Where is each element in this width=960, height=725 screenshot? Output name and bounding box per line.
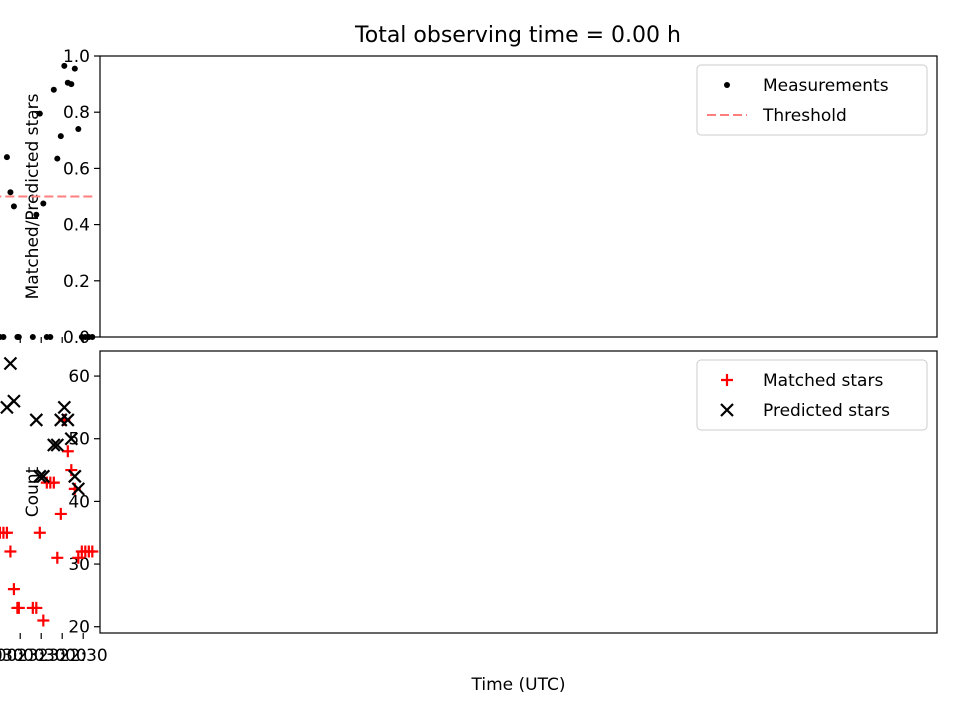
y-tick-label: 0.4 <box>63 216 90 236</box>
measurement-point <box>64 79 71 86</box>
matched-point <box>4 545 17 558</box>
measurement-point <box>40 200 47 207</box>
predicted-point <box>54 413 68 427</box>
predicted-point <box>33 469 47 484</box>
matched-point <box>26 601 39 614</box>
x-tick-label: 00:00 <box>0 646 45 666</box>
x-tick-label: 22:30 <box>59 646 108 666</box>
axes-frame <box>99 55 938 338</box>
measurement-point <box>61 62 68 69</box>
x-tick-label: 01:00 <box>0 646 3 666</box>
y-tick-label: 40 <box>68 492 90 512</box>
predicted-point <box>3 356 18 371</box>
legend-label: Measurements <box>763 76 889 96</box>
measurement-point <box>43 334 50 340</box>
matched-point <box>37 614 50 627</box>
y-tick-label: 0.2 <box>63 272 90 292</box>
measurement-point <box>0 334 3 340</box>
predicted-point <box>64 431 79 446</box>
y-tick-label: 0.6 <box>63 159 90 179</box>
measurement-point <box>57 133 64 140</box>
y-tick-label: 20 <box>68 618 90 638</box>
measurement-point <box>71 65 78 72</box>
legend-box <box>696 359 928 431</box>
matched-point <box>72 551 85 564</box>
predicted-point <box>71 482 86 496</box>
measurement-point <box>36 110 43 117</box>
legend-marker-matched <box>721 374 733 386</box>
y-tick-label: 30 <box>68 555 90 575</box>
matched-point <box>0 526 6 539</box>
axes-frame <box>99 350 938 634</box>
predicted-point <box>0 400 14 415</box>
matched-point <box>11 601 24 614</box>
measurement-point <box>33 211 40 218</box>
y-tick-label: 1.0 <box>63 47 90 67</box>
y-tick-label: 60 <box>68 367 90 387</box>
matched-point <box>51 551 64 564</box>
x-tick-label: 23:00 <box>38 646 87 666</box>
measurement-point <box>7 189 14 196</box>
predicted-point <box>29 413 44 427</box>
bottom-panel: 203040506022:3023:0023:3000:0000:3001:00… <box>0 350 938 695</box>
measurement-point <box>29 334 36 340</box>
legend-box <box>696 64 928 136</box>
matched-point <box>54 507 67 520</box>
matched-point <box>7 583 20 596</box>
x-tick-label: 00:30 <box>0 646 24 666</box>
y-tick-label: 0.8 <box>63 103 90 123</box>
measurement-point <box>50 86 57 93</box>
measurement-point <box>75 126 82 133</box>
legend-label: Predicted stars <box>763 401 890 421</box>
predicted-point <box>47 438 61 452</box>
measurement-point <box>54 155 61 162</box>
chart-title: Total observing time = 0.00 h <box>354 23 681 48</box>
x-axis-label: Time (UTC) <box>471 675 566 695</box>
matched-point <box>61 445 74 458</box>
x-tick-label: 23:30 <box>17 646 66 666</box>
measurement-point <box>3 154 10 161</box>
measurement-point <box>10 203 17 210</box>
measurement-point <box>14 334 21 340</box>
measurement-point <box>78 334 85 340</box>
legend-label: Matched stars <box>763 371 883 391</box>
predicted-point <box>50 438 65 452</box>
predicted-point <box>36 469 51 484</box>
legend-marker-measurements <box>724 82 730 88</box>
matched-point <box>0 531 3 534</box>
legend-marker-predicted <box>720 403 734 417</box>
predicted-point <box>68 469 82 484</box>
legend-label: Threshold <box>762 106 847 126</box>
matched-point <box>33 526 46 539</box>
matched-point <box>75 545 88 558</box>
predicted-point <box>57 400 72 415</box>
